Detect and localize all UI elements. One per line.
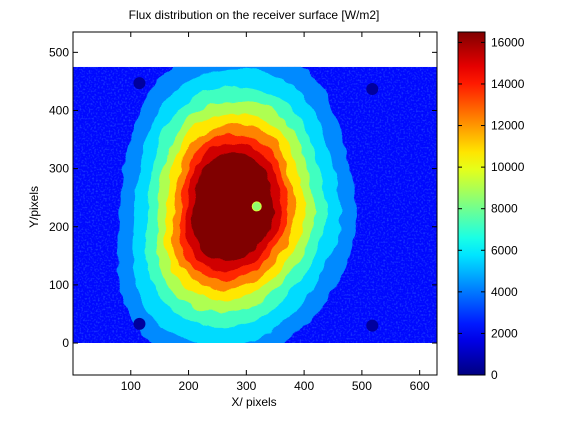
colorbar-tick-label: 12000 xyxy=(491,119,525,133)
colorbar-gradient xyxy=(457,31,486,376)
x-tick-label: 100 xyxy=(121,379,141,393)
center-target xyxy=(251,201,262,212)
x-tick-label: 400 xyxy=(294,379,314,393)
chart-title: Flux distribution on the receiver surfac… xyxy=(129,8,380,22)
axes-frame xyxy=(72,31,438,376)
y-axis-label: Y/pixels xyxy=(27,186,41,228)
colorbar-tick-label: 14000 xyxy=(491,77,525,91)
calibration-spot-top-right xyxy=(366,82,379,95)
flux-contour-band-9 xyxy=(193,152,275,261)
calibration-spot-bottom-left xyxy=(133,317,146,330)
x-tick-label: 300 xyxy=(236,379,256,393)
heatmap-image xyxy=(73,66,437,344)
calibration-spot-bottom-right xyxy=(366,319,379,332)
colorbar-tick-label: 0 xyxy=(491,368,498,382)
y-tick-label: 0 xyxy=(62,336,69,350)
colorbar-tick-label: 2000 xyxy=(491,326,518,340)
colorbar-tick-label: 8000 xyxy=(491,202,518,216)
y-tick-label: 500 xyxy=(49,45,69,59)
colorbar: 0 2000 4000 6000 8000 10000 12000 14000 16000 xyxy=(457,31,525,382)
x-tick-label: 500 xyxy=(352,379,372,393)
x-axis: 100 200 300 400 500 600 xyxy=(121,32,430,393)
x-tick-label: 600 xyxy=(410,379,430,393)
calibration-spot-top-left xyxy=(133,77,146,90)
y-tick-label: 300 xyxy=(49,162,69,176)
plot-area xyxy=(72,31,438,376)
colorbar-tick-label: 16000 xyxy=(491,35,525,49)
colorbar-tick-label: 6000 xyxy=(491,243,518,257)
colorbar-tick-label: 10000 xyxy=(491,160,525,174)
x-tick-label: 200 xyxy=(179,379,199,393)
colorbar-tick-label: 4000 xyxy=(491,285,518,299)
y-tick-label: 400 xyxy=(49,103,69,117)
y-tick-label: 100 xyxy=(49,278,69,292)
x-axis-label: X/ pixels xyxy=(231,395,276,409)
y-axis: 0 100 200 300 400 500 xyxy=(49,45,437,350)
y-tick-label: 200 xyxy=(49,220,69,234)
